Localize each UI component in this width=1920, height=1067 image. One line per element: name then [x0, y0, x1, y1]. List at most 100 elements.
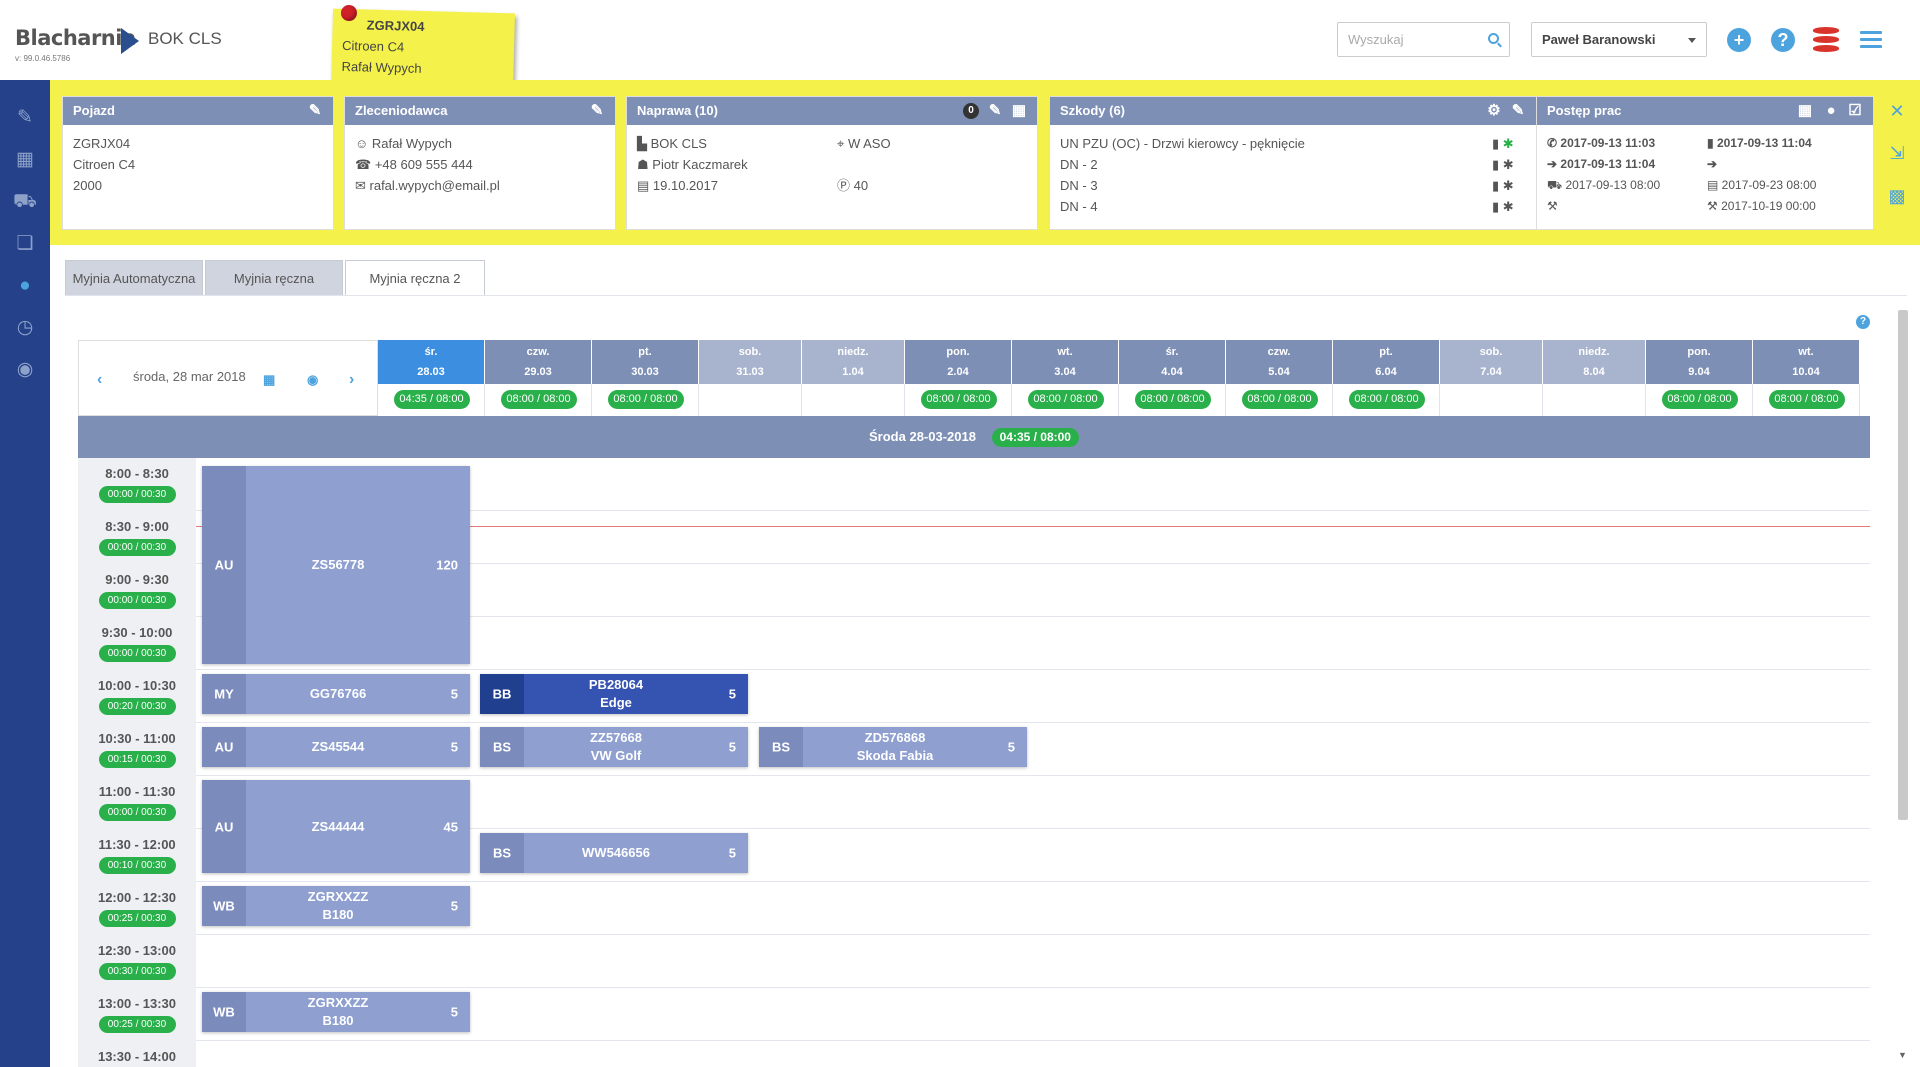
tab-myjnia-reczna-2[interactable]: Myjnia ręczna 2	[345, 260, 485, 296]
time-slot-row[interactable]: 13:30 - 14:00	[78, 1041, 1870, 1067]
time-slot-row[interactable]: 11:30 - 12:00 00:10 / 00:30	[78, 829, 1870, 882]
eye-nav-icon[interactable]: ◉	[16, 359, 34, 380]
edit-icon[interactable]: ✎	[988, 102, 1002, 119]
pin-nav-icon[interactable]: ✎	[17, 107, 33, 128]
day-header[interactable]: niedz. 8.04	[1543, 340, 1646, 384]
client-card-title: Zleceniodawca	[355, 103, 448, 118]
day-header[interactable]: śr. 28.03	[378, 340, 485, 384]
day-divider	[698, 384, 699, 416]
tab-myjnia-reczna[interactable]: Myjnia ręczna	[205, 260, 343, 296]
booking-block[interactable]: WB ZGRXXZZ B180 5	[202, 992, 470, 1032]
brand-module: BOK CLS	[148, 29, 222, 48]
drop-icon[interactable]: ●	[1826, 102, 1836, 119]
gear-icon[interactable]: ⚙	[1487, 102, 1501, 119]
booking-service-code: AU	[214, 739, 234, 755]
client-email[interactable]: rafal.wypych@email.pl	[369, 178, 500, 193]
time-slot-row[interactable]: 11:00 - 11:30 00:00 / 00:30	[78, 776, 1870, 829]
time-slot-label-cell: 11:00 - 11:30 00:00 / 00:30	[78, 776, 196, 829]
booking-service-code: AU	[214, 557, 234, 573]
clipboard-puzzle-icon[interactable]: ▮ ✱	[1492, 178, 1514, 193]
time-slot-row[interactable]: 10:00 - 10:30 00:20 / 00:30	[78, 670, 1870, 723]
booking-block[interactable]: MY GG76766 5	[202, 674, 470, 714]
booking-block[interactable]: BB PB28064 Edge 5	[480, 674, 748, 714]
day-header[interactable]: śr. 4.04	[1119, 340, 1226, 384]
booking-block[interactable]: BS ZZ57668 VW Golf 5	[480, 727, 748, 767]
help-icon[interactable]: ?	[1771, 28, 1795, 52]
calendar-nav-icon[interactable]: ▦	[16, 149, 34, 170]
time-slot-capacity-pill: 00:25 / 00:30	[98, 1016, 176, 1033]
time-slot-row[interactable]: 12:00 - 12:30 00:25 / 00:30	[78, 882, 1870, 935]
checklist-icon[interactable]: ☑	[1848, 102, 1862, 119]
day-header[interactable]: wt. 10.04	[1753, 340, 1860, 384]
edit-icon[interactable]: ✎	[590, 102, 604, 119]
day-header[interactable]: pon. 2.04	[905, 340, 1012, 384]
chevron-left-icon[interactable]: ‹	[97, 371, 103, 388]
close-icon[interactable]: ✕	[1889, 101, 1905, 121]
qr-code-icon[interactable]: ▩	[1888, 186, 1906, 206]
booking-plate: ZGRXXZZ	[307, 889, 369, 904]
calendar-picker-icon[interactable]: ▦	[263, 372, 276, 387]
brand-logo[interactable]: Blacharnia	[15, 26, 136, 50]
sidebar: ✎ ▦ ⛟ ❏ ● ◷ ◉	[0, 80, 50, 1067]
day-header[interactable]: pt. 6.04	[1333, 340, 1440, 384]
damage-item[interactable]: UN PZU (OC) - Drzwi kierowcy - pęknięcie	[1060, 136, 1305, 151]
clipboard-nav-icon[interactable]: ❏	[16, 233, 34, 254]
day-date: 6.04	[1375, 366, 1397, 378]
time-slot-row[interactable]: 10:30 - 11:00 00:15 / 00:30	[78, 723, 1870, 776]
day-date: 29.03	[524, 366, 552, 378]
menu-icon[interactable]	[1860, 31, 1882, 49]
day-header[interactable]: wt. 3.04	[1012, 340, 1119, 384]
time-slot-row[interactable]: 12:30 - 13:00 00:30 / 00:30	[78, 935, 1870, 988]
exit-icon[interactable]: ⇲	[1889, 143, 1905, 163]
time-slot-row[interactable]: 9:30 - 10:00 00:00 / 00:30	[78, 617, 1870, 670]
clipboard-puzzle-icon[interactable]: ▮ ✱	[1492, 136, 1514, 151]
damage-item[interactable]: DN - 3	[1060, 178, 1098, 193]
damage-item[interactable]: DN - 2	[1060, 157, 1098, 172]
booking-block[interactable]: BS ZD576868 Skoda Fabia 5	[759, 727, 1027, 767]
day-header[interactable]: pt. 30.03	[592, 340, 699, 384]
booking-block[interactable]: AU ZS44444 45	[202, 780, 470, 873]
search-input[interactable]: Wyszukaj	[1337, 22, 1510, 57]
clock-nav-icon[interactable]: ◷	[16, 317, 34, 338]
edit-icon[interactable]: ✎	[1511, 102, 1525, 119]
phone-icon: ☎	[355, 157, 375, 172]
day-header[interactable]: niedz. 1.04	[802, 340, 905, 384]
logo-arrow-icon	[121, 28, 139, 54]
booking-block[interactable]: WB ZGRXXZZ B180 5	[202, 886, 470, 926]
chevron-right-icon[interactable]: ›	[349, 371, 355, 388]
booking-block[interactable]: AU ZS45544 5	[202, 727, 470, 767]
booking-vehicle: ZS44444	[246, 818, 430, 836]
time-slot-row[interactable]: 9:00 - 9:30 00:00 / 00:30	[78, 564, 1870, 617]
scroll-down-icon[interactable]: ▼	[1898, 1050, 1907, 1060]
user-select[interactable]: Paweł Baranowski	[1531, 22, 1707, 57]
booking-vehicle: ZGRXXZZ B180	[246, 994, 430, 1030]
time-slot-row[interactable]: 8:00 - 8:30 00:00 / 00:30	[78, 458, 1870, 511]
clipboard-puzzle-icon[interactable]: ▮ ✱	[1492, 157, 1514, 172]
add-icon[interactable]: +	[1727, 28, 1751, 52]
day-date: 5.04	[1268, 366, 1290, 378]
edit-icon[interactable]: ✎	[308, 102, 322, 119]
clipboard-puzzle-icon[interactable]: ▮ ✱	[1492, 199, 1514, 214]
booking-block[interactable]: AU ZS56778 120	[202, 466, 470, 664]
day-header[interactable]: sob. 31.03	[699, 340, 802, 384]
today-icon[interactable]: ◉	[307, 372, 319, 387]
day-header[interactable]: sob. 7.04	[1440, 340, 1543, 384]
tab-myjnia-automatyczna[interactable]: Myjnia Automatyczna	[65, 260, 203, 296]
day-header[interactable]: pon. 9.04	[1646, 340, 1753, 384]
calendar-icon[interactable]: ▦	[1797, 102, 1813, 119]
calendar-icon[interactable]: ▦	[1011, 102, 1027, 119]
progress-date: 2017-09-13 11:04	[1560, 157, 1656, 171]
car-nav-icon[interactable]: ⛟	[13, 191, 37, 212]
database-icon[interactable]	[1813, 27, 1839, 53]
day-header[interactable]: czw. 29.03	[485, 340, 592, 384]
help-icon[interactable]: ?	[1856, 315, 1870, 329]
time-slot-row[interactable]: 13:00 - 13:30 00:25 / 00:30	[78, 988, 1870, 1041]
time-slot-row[interactable]: 8:30 - 9:00 00:00 / 00:30	[78, 511, 1870, 564]
scrollbar[interactable]	[1898, 310, 1908, 820]
wash-drop-nav-icon[interactable]: ●	[19, 275, 31, 296]
day-name: sob.	[738, 346, 762, 358]
day-header[interactable]: czw. 5.04	[1226, 340, 1333, 384]
search-icon[interactable]	[1488, 33, 1499, 44]
booking-block[interactable]: BS WW546656 5	[480, 833, 748, 873]
damage-item[interactable]: DN - 4	[1060, 199, 1098, 214]
